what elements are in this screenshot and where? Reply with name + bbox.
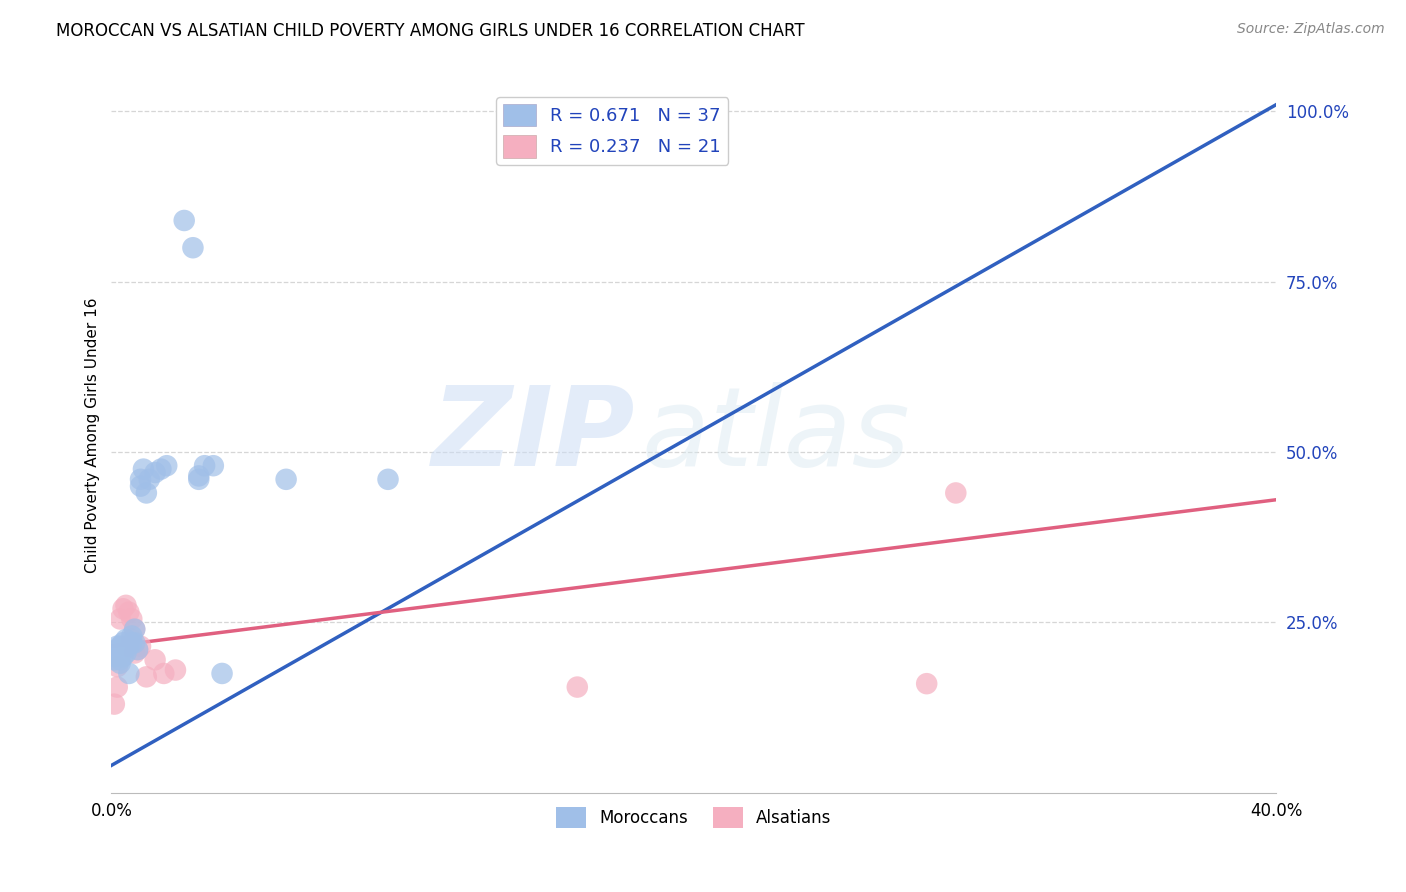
- Point: [105, 639, 128, 653]
- Text: Source: ZipAtlas.com: Source: ZipAtlas.com: [1237, 22, 1385, 37]
- Point: [112, 649, 135, 664]
- Point: [156, 458, 179, 473]
- Point: [127, 642, 149, 657]
- Text: atlas: atlas: [641, 382, 910, 489]
- Point: [567, 680, 589, 694]
- Point: [115, 646, 138, 660]
- Point: [211, 666, 233, 681]
- Point: [143, 653, 166, 667]
- Point: [173, 213, 195, 227]
- Y-axis label: Child Poverty Among Girls Under 16: Child Poverty Among Girls Under 16: [86, 297, 100, 573]
- Point: [115, 599, 138, 613]
- Point: [945, 486, 967, 500]
- Point: [118, 666, 141, 681]
- Point: [124, 646, 146, 660]
- Point: [103, 697, 125, 711]
- Point: [112, 636, 135, 650]
- Text: MOROCCAN VS ALSATIAN CHILD POVERTY AMONG GIRLS UNDER 16 CORRELATION CHART: MOROCCAN VS ALSATIAN CHILD POVERTY AMONG…: [56, 22, 804, 40]
- Point: [143, 466, 166, 480]
- Point: [135, 486, 157, 500]
- Point: [105, 646, 128, 660]
- Point: [377, 472, 399, 486]
- Point: [129, 472, 152, 486]
- Point: [112, 601, 135, 615]
- Point: [274, 472, 297, 486]
- Point: [194, 458, 217, 473]
- Point: [112, 642, 135, 657]
- Legend: Moroccans, Alsatians: Moroccans, Alsatians: [550, 801, 838, 834]
- Point: [135, 670, 157, 684]
- Point: [138, 472, 160, 486]
- Point: [105, 642, 128, 657]
- Point: [165, 663, 187, 677]
- Point: [103, 653, 125, 667]
- Point: [121, 612, 143, 626]
- Point: [105, 659, 128, 673]
- Point: [202, 458, 225, 473]
- Point: [181, 241, 204, 255]
- Point: [108, 612, 131, 626]
- Point: [153, 666, 176, 681]
- Point: [108, 639, 131, 653]
- Point: [127, 642, 149, 657]
- Point: [108, 653, 131, 667]
- Point: [124, 622, 146, 636]
- Point: [103, 649, 125, 664]
- Point: [129, 639, 152, 653]
- Point: [132, 462, 155, 476]
- Point: [121, 632, 143, 647]
- Point: [118, 639, 141, 653]
- Point: [118, 605, 141, 619]
- Point: [121, 629, 143, 643]
- Point: [115, 632, 138, 647]
- Point: [121, 636, 143, 650]
- Point: [149, 462, 172, 476]
- Point: [124, 636, 146, 650]
- Point: [915, 676, 938, 690]
- Point: [187, 472, 209, 486]
- Point: [124, 622, 146, 636]
- Point: [187, 469, 209, 483]
- Point: [115, 639, 138, 653]
- Point: [129, 479, 152, 493]
- Text: ZIP: ZIP: [432, 382, 636, 489]
- Point: [105, 680, 128, 694]
- Point: [108, 657, 131, 671]
